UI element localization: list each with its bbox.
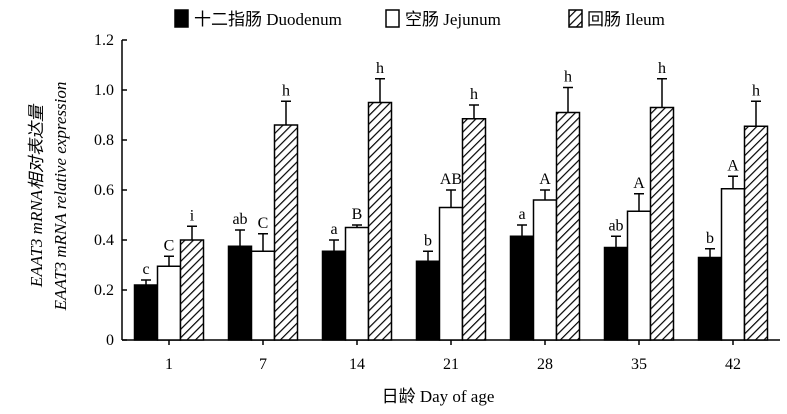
legend-swatch-duodenum (174, 9, 189, 28)
significance-letter-jejunum: C (258, 215, 269, 232)
bar-ileum (743, 125, 769, 341)
significance-letter-ileum: h (470, 86, 478, 103)
bar-jejunum (532, 199, 558, 341)
legend-swatch-jejunum (385, 9, 400, 28)
bar-ileum (649, 106, 675, 341)
legend-label-duodenum: 十二指肠 Duodenum (194, 10, 342, 29)
significance-letter-ileum: h (752, 82, 760, 99)
x-tick-label: 28 (537, 356, 553, 373)
significance-letter-ileum: h (564, 69, 572, 86)
x-axis-title: 日龄 Day of age (382, 387, 495, 406)
y-tick-label: 1.2 (94, 32, 114, 49)
y-tick-label: 0.6 (94, 182, 114, 199)
significance-letter-jejunum: C (164, 237, 175, 254)
bar-jejunum (720, 188, 746, 341)
bar-jejunum (250, 250, 276, 341)
bar-jejunum (626, 210, 652, 341)
y-tick-label: 0.8 (94, 132, 114, 149)
bar-ileum (367, 101, 393, 341)
bar-ileum (179, 239, 205, 341)
significance-letter-duodenum: a (518, 206, 525, 223)
x-tick-label: 42 (725, 356, 741, 373)
significance-letter-duodenum: ab (608, 217, 623, 234)
significance-letter-jejunum: A (539, 171, 551, 188)
bar-jejunum (344, 226, 370, 341)
significance-letter-jejunum: AB (440, 171, 462, 188)
significance-letter-duodenum: b (424, 232, 432, 249)
bars (133, 101, 769, 341)
significance-letter-duodenum: c (142, 261, 149, 278)
x-tick-label: 35 (631, 356, 647, 373)
significance-letter-ileum: i (190, 207, 195, 224)
y-tick-label: 0.4 (94, 232, 114, 249)
x-tick-label: 21 (443, 356, 459, 373)
bar-duodenum (133, 284, 159, 341)
significance-letter-jejunum: A (633, 175, 645, 192)
x-tick-label: 14 (349, 356, 365, 373)
bar-ileum (461, 118, 487, 341)
y-axis-title-line1: EAAT3 mRNA相对表达量 (27, 103, 46, 288)
x-tick-label: 1 (165, 356, 173, 373)
significance-letter-duodenum: a (330, 221, 337, 238)
bar-duodenum (509, 235, 535, 341)
bar-duodenum (227, 245, 253, 341)
x-ticks: 1 7 14 21 28 35 42 (165, 340, 741, 373)
x-tick-label: 7 (259, 356, 267, 373)
bar-jejunum (156, 265, 182, 341)
bar-jejunum (438, 206, 464, 341)
significance-letter-duodenum: ab (232, 211, 247, 228)
significance-letter-ileum: h (658, 60, 666, 77)
error-bars (141, 78, 761, 285)
significance-letter-jejunum: A (727, 157, 739, 174)
y-tick-label: 0.2 (94, 282, 114, 299)
significance-letter-duodenum: b (706, 230, 714, 247)
legend-swatch-ileum (568, 9, 583, 28)
bar-duodenum (697, 256, 723, 341)
bar-duodenum (415, 260, 441, 341)
y-tick-label: 0 (106, 332, 114, 349)
legend: 十二指肠 Duodenum 空肠 Jejunum 回肠 Ileum (174, 9, 665, 29)
legend-label-ileum: 回肠 Ileum (587, 10, 665, 29)
y-ticks: 0 0.2 0.4 0.6 0.8 1.0 1.2 (94, 32, 127, 349)
significance-letter-ileum: h (282, 82, 290, 99)
legend-label-jejunum: 空肠 Jejunum (405, 10, 501, 29)
bar-ileum (555, 111, 581, 341)
y-axis-title: EAAT3 mRNA相对表达量 EAAT3 mRNA relative expr… (27, 82, 70, 312)
bar-ileum (273, 124, 299, 341)
bar-duodenum (603, 246, 629, 341)
significance-letter-ileum: h (376, 60, 384, 77)
bar-duodenum (321, 250, 347, 341)
y-tick-label: 1.0 (94, 82, 114, 99)
significance-letter-jejunum: B (352, 206, 363, 223)
y-axis-title-line2: EAAT3 mRNA relative expression (51, 82, 70, 312)
